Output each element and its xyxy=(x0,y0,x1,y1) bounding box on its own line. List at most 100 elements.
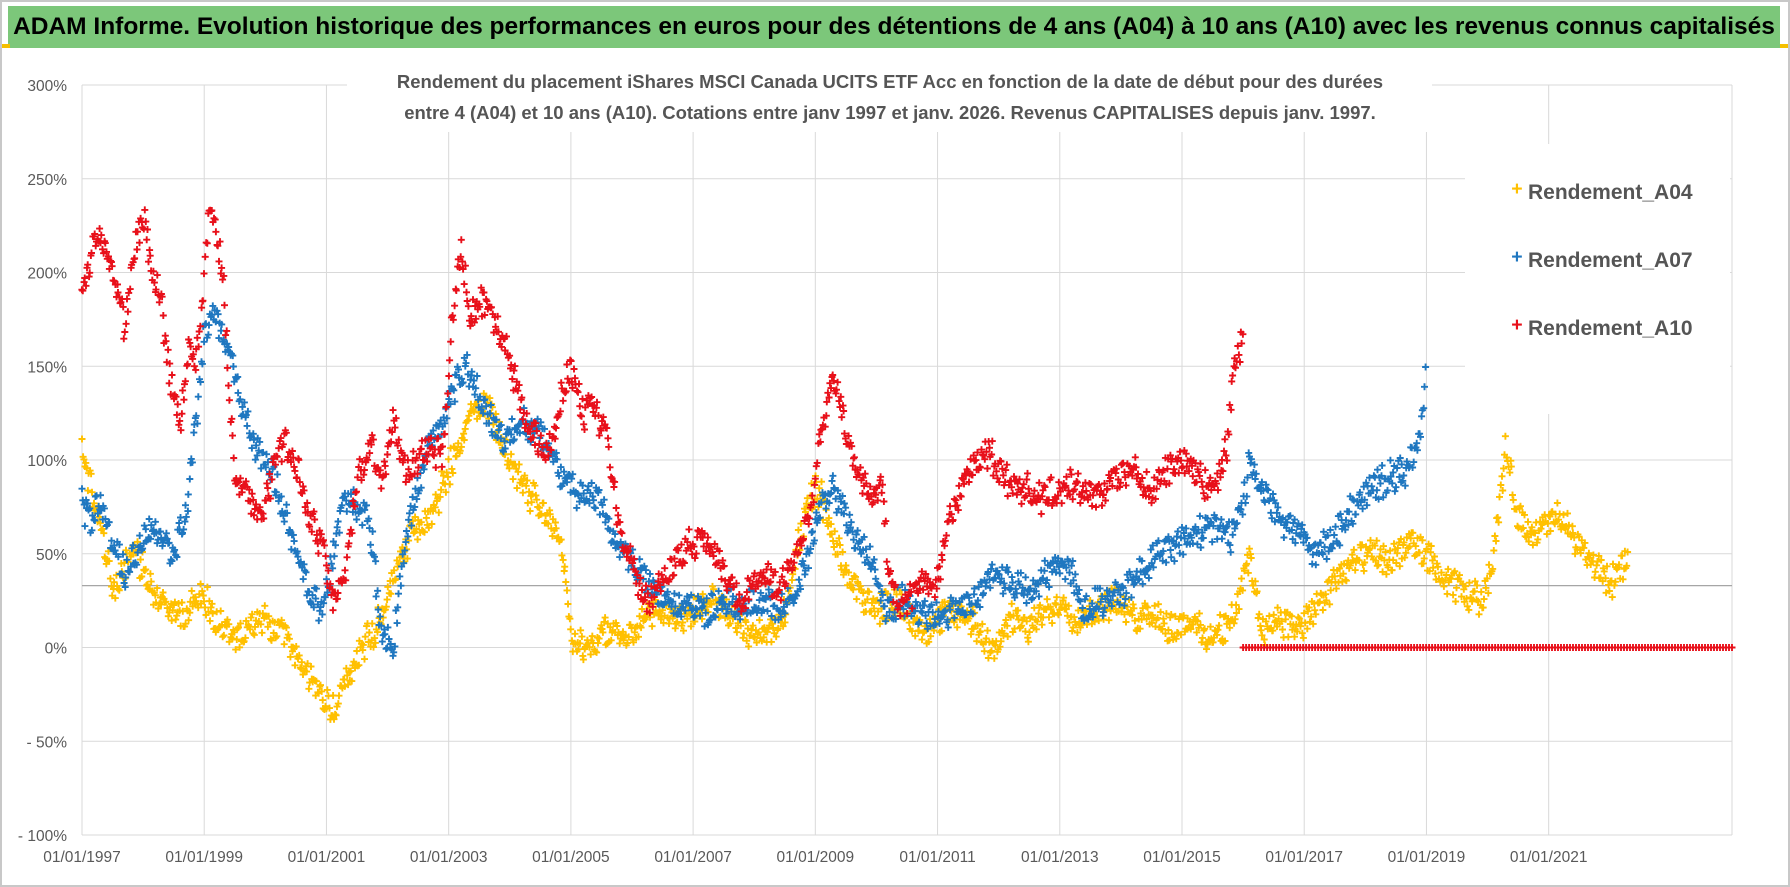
a07-point xyxy=(805,549,813,557)
a04-point xyxy=(626,621,634,629)
a04-point xyxy=(856,582,864,590)
a04-point xyxy=(1064,612,1071,620)
a07-point xyxy=(443,414,451,422)
a07-point xyxy=(506,426,513,434)
a07-point xyxy=(462,359,470,367)
a04-point xyxy=(1453,584,1460,592)
a04-point xyxy=(1529,541,1537,549)
a04-point xyxy=(552,524,560,532)
a07-point xyxy=(1391,487,1399,495)
a10-point xyxy=(176,417,184,425)
a04-point xyxy=(1055,611,1062,619)
a07-point xyxy=(586,489,594,497)
a04-point xyxy=(1254,614,1262,622)
a07-point xyxy=(390,648,398,656)
a04-point xyxy=(529,490,536,498)
a07-point xyxy=(234,389,242,397)
a10-point xyxy=(145,258,152,266)
a04-point xyxy=(835,534,843,542)
a04-point xyxy=(206,617,214,625)
a04-point xyxy=(169,606,177,614)
a07-point xyxy=(472,384,480,392)
a04-point xyxy=(250,631,258,639)
a07-point xyxy=(1352,510,1360,518)
a04-point xyxy=(1235,605,1243,613)
a04-point xyxy=(1326,600,1334,608)
a07-point xyxy=(204,331,212,339)
a07-point xyxy=(494,434,501,441)
a04-point xyxy=(635,633,642,641)
a04-point xyxy=(1546,513,1554,520)
a10-point xyxy=(383,451,391,458)
a10-point xyxy=(614,511,622,519)
a04-point xyxy=(1332,585,1340,593)
a07-point xyxy=(458,379,466,387)
a07-point xyxy=(244,407,252,415)
a04-point xyxy=(1431,570,1439,578)
a04-point xyxy=(997,637,1005,645)
a07-point xyxy=(129,541,137,549)
a04-point xyxy=(779,622,787,630)
a07-point xyxy=(200,338,208,346)
a04-point xyxy=(233,625,241,633)
a04-point xyxy=(347,667,355,675)
a04-point xyxy=(1024,638,1032,646)
a04-point xyxy=(1164,626,1172,634)
a04-point xyxy=(733,628,741,636)
a07-point xyxy=(473,372,481,380)
a04-point xyxy=(192,597,200,605)
a10-point xyxy=(988,437,996,445)
a04-point xyxy=(1507,457,1515,465)
a04-point xyxy=(868,599,876,607)
a07-point xyxy=(353,516,361,523)
a04-point xyxy=(280,640,288,648)
a04-point xyxy=(1358,541,1366,549)
a04-point xyxy=(1288,612,1296,620)
a04-point xyxy=(457,443,465,451)
a04-point xyxy=(1144,603,1152,611)
a07-point xyxy=(805,564,812,572)
a04-point xyxy=(392,575,400,583)
a04-point xyxy=(566,615,574,623)
a10-point xyxy=(1085,480,1093,487)
a04-point xyxy=(577,626,585,634)
a10-point xyxy=(1055,478,1063,486)
a07-point xyxy=(827,489,835,497)
a04-point xyxy=(758,637,766,645)
a04-point xyxy=(194,604,202,612)
a07-point xyxy=(198,360,206,368)
a07-point xyxy=(108,537,115,545)
a04-point xyxy=(1249,582,1257,589)
a04-point xyxy=(1475,610,1483,618)
a04-point xyxy=(329,692,337,699)
a04-point xyxy=(370,643,377,651)
a10-point xyxy=(409,447,417,455)
a04-point xyxy=(421,528,428,536)
a04-point xyxy=(593,648,601,656)
a04-point xyxy=(257,620,265,628)
a04-point xyxy=(1423,545,1431,553)
a04-point xyxy=(1243,560,1251,568)
a04-point xyxy=(1128,611,1136,619)
a04-point xyxy=(1282,615,1290,623)
a04-point xyxy=(282,624,290,632)
a04-point xyxy=(1193,628,1201,636)
a07-point xyxy=(405,516,413,524)
a07-point xyxy=(374,606,382,614)
a10-point xyxy=(212,228,220,236)
a07-point xyxy=(214,310,222,318)
a07-point xyxy=(315,617,323,625)
a07-point xyxy=(369,528,377,535)
a04-point xyxy=(220,631,228,639)
a04-point xyxy=(1361,559,1369,566)
a04-point xyxy=(489,420,497,428)
a04-point xyxy=(1394,544,1402,552)
a04-point xyxy=(151,591,159,599)
a07-point xyxy=(664,588,672,596)
a04-point xyxy=(1610,581,1618,589)
a04-point xyxy=(1618,552,1626,560)
a07-point xyxy=(799,557,807,565)
a04-point xyxy=(871,612,879,620)
a07-point xyxy=(429,426,437,434)
legend-marker-a04: + xyxy=(1511,178,1522,200)
